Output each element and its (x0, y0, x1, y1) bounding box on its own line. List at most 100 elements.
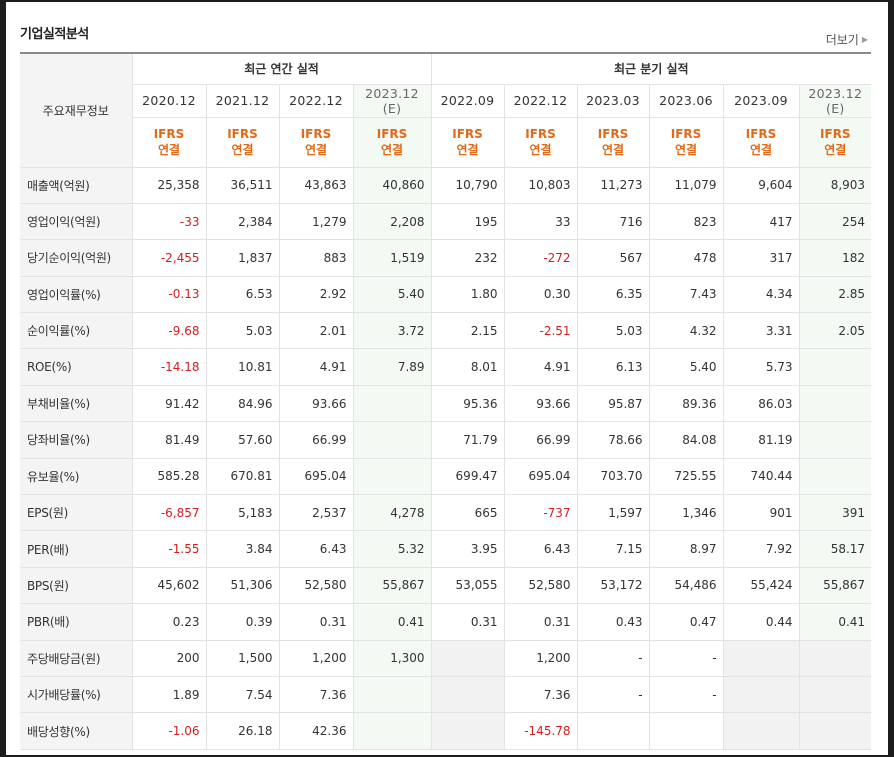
value-cell: 52,580 (278, 566, 354, 605)
value-cell: 25,358 (131, 166, 207, 204)
value-cell: 2,208 (352, 202, 432, 241)
quarter-period-header: 2023.09 (722, 83, 800, 118)
consolidated-label: 연결 (750, 143, 773, 157)
row-label: 영업이익률(%) (20, 275, 133, 314)
value-cell: 3.95 (430, 530, 505, 568)
row-label: PER(배) (20, 530, 133, 568)
consolidated-label: 연결 (675, 143, 698, 157)
value-cell: 55,424 (722, 566, 800, 605)
annual-period-header: 2020.12 (132, 83, 207, 118)
table-row: 매출액(억원) 25,358 36,511 43,863 40,860 10,790 10,… (20, 166, 872, 204)
period-label: 2023.12 (808, 85, 863, 101)
value-cell (798, 712, 872, 750)
value-cell (798, 457, 872, 496)
value-cell: 33 (503, 202, 578, 241)
value-cell: 417 (722, 202, 800, 241)
table-row: 당좌비율(%) 81.49 57.60 66.99 71.79 66.99 78.66 84.… (20, 421, 872, 459)
value-cell: -9.68 (131, 312, 207, 350)
ifrs-consolidated-badge: IFRS 연결 (132, 116, 207, 168)
quarter-group-header: 최근 분기 실적 (430, 52, 872, 85)
quarter-period-header: 2023.12 (E) (798, 83, 872, 118)
value-cell: - (648, 675, 724, 714)
value-cell: 1,346 (648, 494, 724, 532)
table-row: 배당성향(%) -1.06 26.18 42.36 -145.78 (20, 712, 872, 750)
value-cell: 91.42 (131, 384, 207, 423)
ifrs-consolidated-badge: IFRS 연결 (278, 116, 354, 168)
quarter-period-header: 2023.03 (576, 83, 650, 118)
value-cell: 4.32 (648, 312, 724, 350)
more-link[interactable]: 더보기 ▶ (826, 31, 868, 48)
value-cell: 10.81 (205, 348, 280, 386)
value-cell: 36,511 (205, 166, 280, 204)
value-cell: 7.15 (576, 530, 650, 568)
table-row: PBR(배) 0.23 0.39 0.31 0.41 0.31 0.31 0.43 0.47 0.… (20, 603, 872, 641)
period-label: 2020.12 (142, 93, 196, 108)
value-cell: 2.85 (798, 275, 872, 314)
ifrs-consolidated-badge: IFRS 연결 (798, 116, 872, 168)
period-label: 2022.12 (513, 93, 568, 108)
value-cell: - (576, 639, 650, 677)
ifrs-label: IFRS (227, 127, 258, 141)
row-label: 배당성향(%) (20, 712, 133, 750)
value-cell: 0.23 (131, 603, 207, 641)
value-cell: 43,863 (278, 166, 354, 204)
value-cell: 703.70 (576, 457, 650, 496)
value-cell: 232 (430, 239, 505, 277)
row-label: 유보율(%) (20, 457, 133, 496)
consolidated-label: 연결 (602, 143, 625, 157)
value-cell: 567 (576, 239, 650, 277)
row-label: PBR(배) (20, 603, 133, 641)
period-label: 2023.12 (365, 85, 419, 101)
row-label: EPS(원) (20, 494, 133, 532)
ifrs-label: IFRS (670, 127, 702, 141)
value-cell: 699.47 (430, 457, 505, 496)
table-row: BPS(원) 45,602 51,306 52,580 55,867 53,055 52,5… (20, 566, 872, 605)
value-cell: 740.44 (722, 457, 800, 496)
value-cell: 66.99 (278, 421, 354, 459)
row-label: 당좌비율(%) (20, 421, 133, 459)
period-label: 2023.06 (659, 93, 713, 108)
value-cell: 0.39 (205, 603, 280, 641)
row-label-header: 주요재무정보 (20, 52, 133, 168)
value-cell: 93.66 (503, 384, 578, 423)
consolidated-label: 연결 (304, 143, 328, 157)
value-cell: 0.31 (430, 603, 505, 641)
ifrs-consolidated-badge: IFRS 연결 (503, 116, 578, 168)
value-cell: 665 (430, 494, 505, 532)
value-cell: 1,519 (352, 239, 432, 277)
value-cell: 585.28 (131, 457, 207, 496)
value-cell: -2,455 (131, 239, 207, 277)
value-cell: 54,486 (648, 566, 724, 605)
value-cell: 391 (798, 494, 872, 532)
value-cell (430, 639, 505, 677)
chevron-right-icon: ▶ (861, 35, 868, 44)
row-label: ROE(%) (20, 348, 133, 386)
value-cell: 78.66 (576, 421, 650, 459)
value-cell: 95.87 (576, 384, 650, 423)
consolidated-label: 연결 (529, 143, 552, 157)
value-cell: 1,200 (503, 639, 578, 677)
value-cell: - (648, 639, 724, 677)
value-cell: 55,867 (352, 566, 432, 605)
table-row: EPS(원) -6,857 5,183 2,537 4,278 665 -737 1,597 1… (20, 494, 872, 532)
value-cell: 7.92 (722, 530, 800, 568)
value-cell: 8.97 (648, 530, 724, 568)
value-cell: 883 (278, 239, 354, 277)
annual-period-header: 2021.12 (205, 83, 280, 118)
value-cell: 40,860 (352, 166, 432, 204)
table-row: 주당배당금(원) 200 1,500 1,200 1,300 1,200- - (20, 639, 872, 677)
value-cell: 0.44 (722, 603, 800, 641)
value-cell: -6,857 (131, 494, 207, 532)
value-cell (352, 421, 432, 459)
row-label: BPS(원) (20, 566, 133, 605)
value-cell: -14.18 (131, 348, 207, 386)
value-cell: -1.06 (131, 712, 207, 750)
ifrs-label: IFRS (376, 127, 408, 141)
ifrs-consolidated-badge: IFRS 연결 (430, 116, 505, 168)
table-row: 영업이익(억원) -33 2,384 1,279 2,208 195 33 716 823 417… (20, 202, 872, 241)
value-cell: 52,580 (503, 566, 578, 605)
quarter-period-header: 2022.12 (503, 83, 578, 118)
period-label: 2023.09 (734, 93, 788, 108)
row-label: 부채비율(%) (20, 384, 133, 423)
value-cell: 93.66 (278, 384, 354, 423)
